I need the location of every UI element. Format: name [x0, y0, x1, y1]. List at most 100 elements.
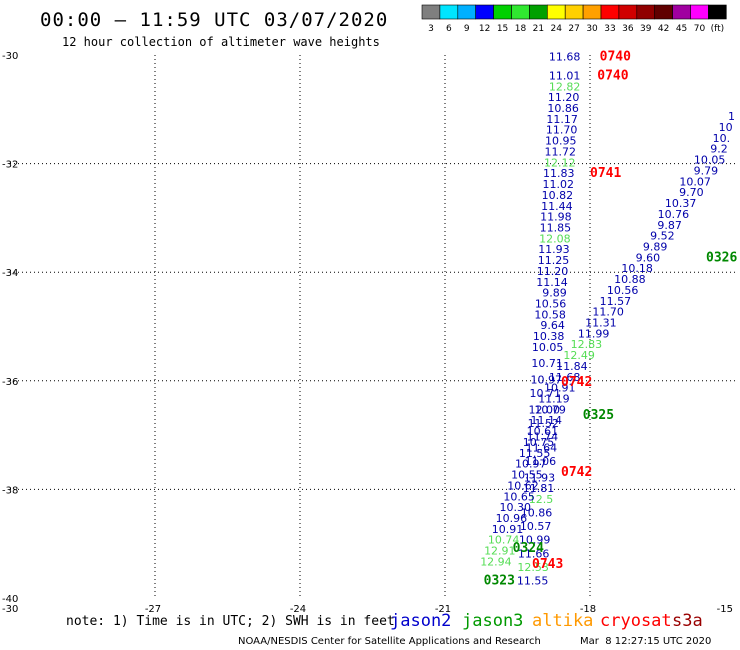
wave-height-label: 10	[719, 121, 733, 134]
color-scale-swatch	[672, 4, 691, 20]
wave-height-label: 11.93	[524, 471, 556, 484]
color-scale-label: 18	[515, 24, 527, 34]
wave-height-label: 12.53	[517, 561, 549, 574]
footer-note: note: 1) Time is in UTC; 2) SWH is in fe…	[66, 614, 395, 629]
x-tick-label: -21	[435, 604, 451, 615]
color-scale-swatch	[564, 4, 584, 20]
wave-height-points: 11.6811.0112.8211.2010.8611.1711.7010.95…	[480, 50, 735, 587]
wave-height-label: 12.83	[571, 338, 603, 351]
grid-lines	[10, 55, 735, 598]
wave-height-label: 11.81	[523, 482, 555, 495]
wave-height-label: 11.66	[518, 547, 550, 560]
y-tick-label: -34	[2, 268, 18, 279]
color-scale-swatch	[493, 4, 512, 20]
color-scale-swatch	[600, 4, 620, 20]
x-tick-label: -15	[717, 604, 733, 615]
wave-height-label: 10.55	[511, 469, 543, 482]
color-scale-swatch	[439, 4, 459, 20]
y-tick-label: -30	[2, 51, 18, 62]
wave-height-label: 10.56	[607, 284, 639, 297]
color-scale-swatch	[457, 4, 476, 20]
wave-height-label: 11.83	[543, 167, 575, 180]
color-scale-swatch	[708, 4, 727, 20]
color-scale-swatch	[511, 4, 530, 20]
y-tick-label: -38	[2, 485, 18, 496]
wave-height-label: 10.71	[530, 387, 562, 400]
wave-height-label: 11.72	[544, 145, 576, 158]
color-scale-swatch	[618, 4, 638, 20]
satellite-legend: jason2 jason3 altika cryosat s3a	[390, 611, 703, 631]
color-scale-label: 9	[464, 24, 470, 34]
wave-height-label: 10.05	[532, 341, 564, 354]
color-scale-label: 30	[586, 24, 598, 34]
wave-height-label: 9.52	[650, 230, 675, 243]
wave-height-label: 11.25	[538, 254, 570, 267]
color-scale-swatch	[529, 4, 548, 20]
wave-height-label: 10.86	[547, 102, 579, 115]
wave-height-label: 10.62	[507, 479, 539, 492]
pass-time-label: 0326	[706, 250, 737, 265]
wave-height-label: 12.91	[484, 545, 516, 558]
wave-height-label: 12.5	[529, 493, 554, 506]
color-scale-label: 42	[658, 24, 669, 34]
wave-height-label: 9.60	[636, 251, 661, 264]
wave-height-label: 12.00	[529, 403, 561, 416]
color-scale-label: 6	[446, 24, 452, 34]
wave-height-label: 11.20	[537, 265, 569, 278]
wave-height-label: 9.64	[540, 319, 565, 332]
wave-height-label: 10.96	[496, 512, 528, 525]
pass-time-label: 0740	[597, 68, 628, 83]
wave-height-label: 10.91	[544, 382, 576, 395]
wave-height-label: 11.14	[536, 276, 568, 289]
wave-height-label: 10.65	[503, 490, 535, 503]
pass-time-label: 0324	[513, 541, 544, 556]
wave-height-label: 12.12	[544, 156, 576, 169]
color-scale-label: 36	[622, 24, 634, 34]
wave-height-label: 10.91	[492, 523, 524, 536]
color-scale-label: 45	[676, 24, 687, 34]
wave-height-label: 10.76	[658, 208, 690, 221]
color-scale-label: 21	[533, 24, 544, 34]
wave-height-label: 10.05	[694, 154, 726, 167]
wave-height-label: 10.86	[521, 507, 553, 520]
wave-height-label: 9.87	[657, 219, 682, 232]
wave-height-label: 11.01	[549, 69, 581, 82]
color-scale-swatch	[636, 4, 655, 20]
wave-height-label: 1	[728, 110, 735, 123]
wave-height-label: 11.06	[525, 455, 557, 468]
color-scale-label: 12	[479, 24, 490, 34]
wave-height-label: 10.74	[488, 534, 520, 547]
wave-height-label: 9.89	[542, 287, 567, 300]
wave-height-label: 11.93	[538, 243, 570, 256]
satellite-legend-jason2: jason2	[390, 611, 451, 631]
satellite-legend-cryosat: cryosat	[600, 611, 672, 631]
wave-height-label: 10.30	[500, 501, 532, 514]
wave-height-label: 10.57	[520, 520, 552, 533]
wave-height-label: 10.07	[679, 175, 711, 188]
wave-height-label: 11.74	[527, 431, 559, 444]
wave-height-label: 11.64	[526, 441, 558, 454]
wave-height-label: 10.99	[519, 534, 551, 547]
chart-title: 00:00 – 11:59 UTC 03/07/2020	[40, 9, 388, 31]
wave-height-label: 10.	[713, 132, 731, 145]
axis-tick-labels: -30-32-34-36-38-40-30 -27 -24 -21 -18 -15	[2, 51, 733, 615]
wave-height-label: 9.2	[710, 143, 728, 156]
x-tick-label: -30	[2, 604, 18, 615]
x-tick-label: -18	[580, 604, 596, 615]
wave-height-label: 11.55	[517, 574, 549, 587]
color-scale-swatch	[582, 4, 602, 20]
wave-height-label: 10.97	[515, 458, 547, 471]
wave-height-label: 11.19	[538, 393, 570, 406]
pass-time-label: 0323	[484, 573, 515, 588]
wave-height-label: 11.99	[578, 327, 610, 340]
wave-height-label: 12.94	[480, 555, 512, 568]
wave-height-label: 10.58	[534, 308, 566, 321]
wave-height-label: 11.17	[546, 113, 578, 126]
wave-height-label: 11.52	[528, 417, 560, 430]
color-scale-swatch	[475, 4, 494, 20]
wave-height-label: 11.68	[549, 50, 581, 63]
pass-time-label: 0742	[561, 375, 592, 390]
wave-height-label: 11.14	[530, 414, 562, 427]
